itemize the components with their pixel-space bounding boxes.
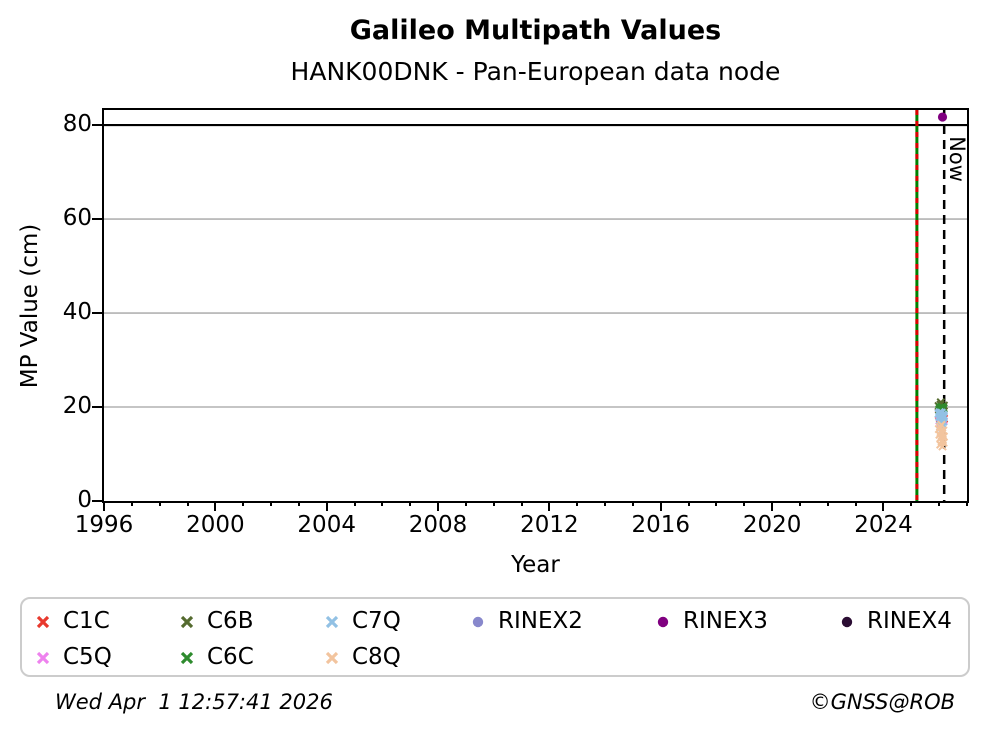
x-major-tick-2020 bbox=[771, 501, 774, 511]
legend-label: RINEX3 bbox=[683, 608, 768, 634]
legend-label: C1C bbox=[63, 608, 110, 634]
legend-label: C6B bbox=[207, 608, 254, 634]
plot-timestamp: Wed Apr 1 12:57:41 2026 bbox=[55, 690, 333, 714]
x-minor-tick-1999 bbox=[186, 501, 189, 506]
circle-marker-icon bbox=[841, 616, 853, 627]
legend-item-c6b: C6B bbox=[180, 608, 253, 635]
point-C8Q bbox=[939, 438, 948, 448]
x-tick-label-1996: 1996 bbox=[74, 512, 134, 538]
x-minor-tick-2003 bbox=[297, 501, 300, 506]
legend-item-rinex4: RINEX4 bbox=[840, 608, 952, 635]
x-axis-label: Year bbox=[511, 552, 560, 578]
x-tick-label-2024: 2024 bbox=[854, 512, 913, 538]
y-tick-label-60: 60 bbox=[62, 205, 92, 232]
legend-label: C6C bbox=[207, 644, 254, 670]
chart-subtitle: HANK00DNK - Pan-European data node bbox=[290, 57, 781, 86]
x-minor-tick-2007 bbox=[409, 501, 412, 506]
x-marker-icon bbox=[325, 651, 339, 664]
x-tick-label-2016: 2016 bbox=[631, 512, 691, 538]
y-tick-20 bbox=[92, 406, 102, 408]
x-minor-tick-2009 bbox=[464, 501, 467, 506]
x-minor-tick-2025 bbox=[910, 501, 913, 506]
plot-canvas bbox=[104, 110, 967, 501]
x-minor-tick-2021 bbox=[798, 501, 801, 506]
x-minor-tick-1997 bbox=[130, 501, 133, 506]
x-minor-tick-1998 bbox=[158, 501, 161, 506]
legend-label: RINEX4 bbox=[867, 608, 952, 634]
x-minor-tick-2013 bbox=[576, 501, 579, 506]
now-line-label: Now bbox=[945, 136, 969, 182]
y-tick-label-40: 40 bbox=[62, 299, 92, 326]
x-minor-tick-2022 bbox=[826, 501, 829, 506]
x-major-tick-2008 bbox=[437, 501, 440, 511]
y-tick-0 bbox=[92, 500, 102, 502]
y-tick-60 bbox=[92, 218, 102, 221]
legend-item-c6c: C6C bbox=[180, 644, 254, 671]
legend-label: C7Q bbox=[352, 608, 401, 634]
x-minor-tick-2011 bbox=[520, 501, 523, 506]
chart-title: Galileo Multipath Values bbox=[349, 15, 722, 46]
y-tick-label-0: 0 bbox=[77, 487, 92, 513]
x-minor-tick-2019 bbox=[743, 501, 746, 506]
credit-label: ©GNSS@ROB bbox=[809, 690, 955, 714]
x-minor-tick-2015 bbox=[631, 501, 634, 506]
x-marker-icon bbox=[180, 651, 194, 664]
legend-item-rinex3: RINEX3 bbox=[656, 608, 768, 635]
x-minor-tick-2018 bbox=[715, 501, 718, 506]
y-tick-80 bbox=[92, 124, 102, 127]
x-tick-label-2020: 2020 bbox=[742, 512, 802, 538]
x-major-tick-2004 bbox=[325, 501, 328, 511]
x-minor-tick-2017 bbox=[687, 501, 690, 506]
x-minor-tick-2026 bbox=[938, 501, 941, 506]
y-tick-label-80: 80 bbox=[62, 111, 92, 138]
x-marker-icon bbox=[36, 615, 50, 628]
legend-item-c1c: C1C bbox=[36, 608, 110, 635]
x-minor-tick-2027 bbox=[966, 501, 968, 506]
x-tick-label-2004: 2004 bbox=[297, 512, 356, 538]
x-major-tick-2000 bbox=[214, 501, 217, 511]
legend-label: C8Q bbox=[352, 644, 401, 670]
point-C8Q bbox=[937, 420, 946, 430]
x-tick-label-2000: 2000 bbox=[186, 512, 245, 538]
x-tick-label-2008: 2008 bbox=[408, 512, 468, 538]
legend-label: RINEX2 bbox=[498, 608, 583, 634]
x-marker-icon bbox=[180, 615, 194, 628]
circle-marker-icon bbox=[472, 616, 484, 627]
legend-item-rinex2: RINEX2 bbox=[471, 608, 583, 635]
x-minor-tick-2006 bbox=[381, 501, 384, 506]
x-major-tick-2012 bbox=[548, 501, 551, 511]
legend: C1C C6B C7Q RINEX2 RINEX3 RINEX4 C5Q C6C C8Q bbox=[20, 597, 970, 677]
x-tick-label-2012: 2012 bbox=[520, 512, 579, 538]
legend-item-c8q: C8Q bbox=[325, 644, 401, 671]
plot-area: Now bbox=[102, 108, 969, 503]
point-C7Q bbox=[939, 411, 949, 421]
x-marker-icon bbox=[36, 651, 50, 664]
x-minor-tick-2010 bbox=[492, 501, 495, 506]
point-RINEX3 bbox=[937, 112, 948, 122]
x-major-tick-2016 bbox=[659, 501, 662, 511]
x-minor-tick-2014 bbox=[604, 501, 607, 506]
x-major-tick-1996 bbox=[103, 501, 105, 511]
x-minor-tick-2023 bbox=[854, 501, 857, 506]
circle-marker-icon bbox=[657, 616, 669, 627]
legend-item-c7q: C7Q bbox=[325, 608, 401, 635]
y-tick-40 bbox=[92, 312, 102, 315]
x-minor-tick-2002 bbox=[270, 501, 273, 506]
x-minor-tick-2005 bbox=[353, 501, 356, 506]
y-tick-label-20: 20 bbox=[62, 393, 92, 419]
x-major-tick-2024 bbox=[882, 501, 885, 511]
legend-item-c5q: C5Q bbox=[36, 644, 112, 671]
x-marker-icon bbox=[325, 615, 339, 628]
legend-label: C5Q bbox=[63, 644, 112, 670]
x-minor-tick-2001 bbox=[242, 501, 245, 506]
